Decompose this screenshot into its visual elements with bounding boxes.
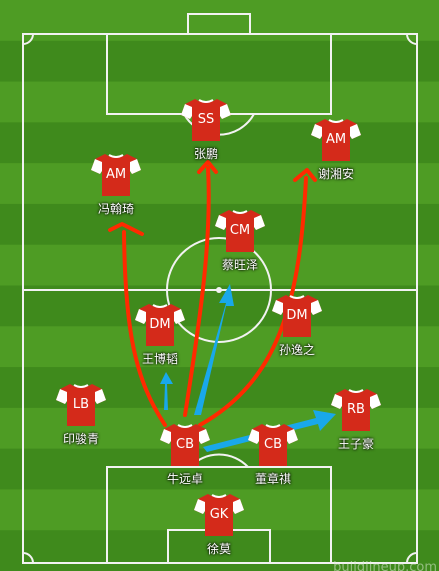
player-shirt: AM — [311, 117, 361, 163]
position-label: GK — [209, 507, 229, 522]
grass-stripe — [0, 244, 439, 286]
position-label: SS — [197, 112, 215, 127]
shirt-icon — [160, 424, 210, 466]
player-shirt: DM — [272, 293, 322, 339]
shirt-icon — [135, 304, 185, 346]
grass-stripe — [0, 530, 439, 571]
corner-arc — [22, 33, 34, 45]
run-arrow-to-ss — [183, 166, 211, 417]
shirt-icon — [272, 295, 322, 337]
run-arrow-to-am-left — [122, 230, 167, 427]
player-shirt: CM — [215, 208, 265, 254]
player-dm-right[interactable]: DM 孙逸之 — [267, 293, 327, 358]
center-circle — [166, 237, 272, 343]
shirt-icon — [56, 384, 106, 426]
corner-arc — [406, 552, 418, 564]
player-shirt: DM — [135, 302, 185, 348]
player-shirt: AM — [91, 152, 141, 198]
shirt-icon — [311, 119, 361, 161]
player-name: 谢湘安 — [317, 167, 354, 181]
player-gk[interactable]: GK 徐莫 — [189, 492, 249, 557]
player-cb-left[interactable]: CB 牛远卓 — [155, 422, 215, 487]
run-arrows — [108, 160, 317, 427]
player-name: 张鹏 — [193, 147, 218, 161]
corner-arc — [22, 552, 34, 564]
player-shirt: LB — [56, 382, 106, 428]
grass-stripe — [0, 40, 439, 83]
arrowhead — [197, 160, 218, 174]
position-label: DM — [286, 308, 308, 323]
watermark: buildlineup.com — [333, 560, 437, 571]
position-label: CB — [176, 437, 194, 452]
player-shirt: GK — [194, 492, 244, 538]
player-name: 蔡旺泽 — [221, 258, 258, 272]
player-ss[interactable]: SS 张鹏 — [176, 97, 236, 162]
shirt-icon — [331, 389, 381, 431]
position-label: DM — [149, 317, 171, 332]
position-label: CB — [264, 437, 282, 452]
player-lb[interactable]: LB 印骏青 — [51, 382, 111, 447]
player-am-left[interactable]: AM 冯翰琦 — [86, 152, 146, 217]
player-rb[interactable]: RB 王子豪 — [326, 387, 386, 452]
player-shirt: SS — [181, 97, 231, 143]
arrowhead — [108, 222, 144, 236]
run-arrow-to-am-right — [198, 176, 308, 427]
corner-arc — [406, 33, 418, 45]
player-name: 牛远卓 — [166, 472, 203, 486]
top-goal — [187, 13, 251, 35]
shirt-icon — [215, 210, 265, 252]
position-label: CM — [229, 223, 251, 238]
player-name: 印骏青 — [62, 432, 99, 446]
position-label: AM — [325, 132, 347, 147]
center-spot — [216, 287, 222, 293]
pass-arrow-to-dm-left — [160, 372, 173, 410]
player-cb-right[interactable]: CB 董章祺 — [243, 422, 303, 487]
position-label: RB — [347, 402, 365, 417]
player-dm-left[interactable]: DM 王博韬 — [130, 302, 190, 367]
arrowhead — [293, 168, 317, 182]
position-label: AM — [105, 167, 127, 182]
player-name: 冯翰琦 — [97, 202, 134, 216]
player-name: 孙逸之 — [278, 343, 315, 357]
player-name: 董章祺 — [254, 472, 291, 486]
position-label: LB — [72, 397, 90, 412]
player-shirt: CB — [248, 422, 298, 468]
player-am-right[interactable]: AM 谢湘安 — [306, 117, 366, 182]
player-name: 王子豪 — [337, 437, 374, 451]
grass-stripe — [0, 0, 439, 42]
shirt-icon — [91, 154, 141, 196]
shirt-icon — [194, 494, 244, 536]
shirt-icon — [181, 99, 231, 141]
player-name: 王博韬 — [141, 352, 178, 366]
player-cm[interactable]: CM 蔡旺泽 — [210, 208, 270, 273]
shirt-icon — [248, 424, 298, 466]
pass-arrow-to-cm — [194, 284, 234, 415]
player-shirt: CB — [160, 422, 210, 468]
grass-stripe — [0, 163, 439, 205]
player-shirt: RB — [331, 387, 381, 433]
player-name: 徐莫 — [206, 542, 231, 556]
